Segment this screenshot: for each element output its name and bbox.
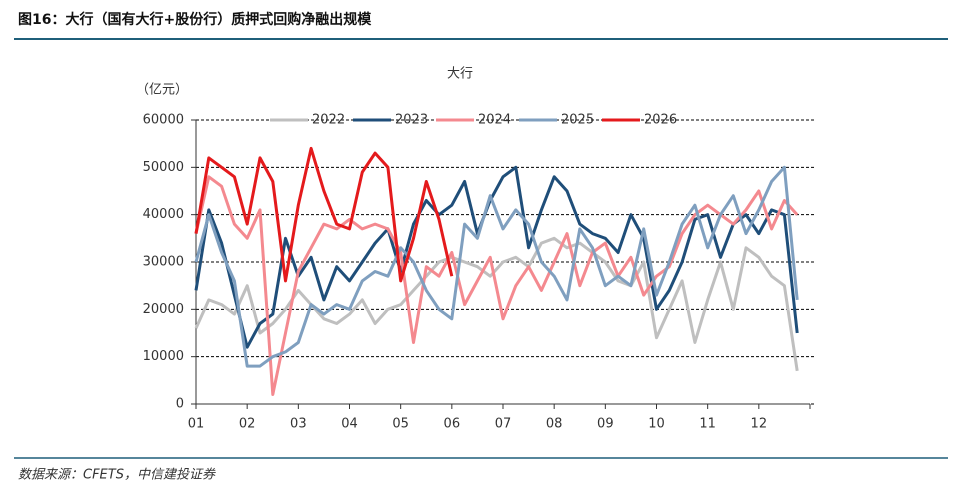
x-tick-label: 05 xyxy=(392,417,409,432)
legend-label: 2025 xyxy=(561,113,594,128)
x-tick-label: 06 xyxy=(444,417,461,432)
x-tick-label: 09 xyxy=(597,417,614,432)
y-tick-label: 0 xyxy=(176,397,184,412)
legend-label: 2024 xyxy=(478,113,511,128)
legend-label: 2023 xyxy=(395,113,428,128)
series-line xyxy=(194,146,454,283)
y-axis-label: （亿元） xyxy=(136,83,188,98)
series-line xyxy=(194,165,799,368)
y-tick-label: 60000 xyxy=(143,113,184,128)
series-line xyxy=(194,165,799,349)
x-tick-label: 01 xyxy=(188,417,205,432)
y-tick-label: 30000 xyxy=(143,255,184,270)
x-tick-label: 08 xyxy=(546,417,563,432)
legend-label: 2026 xyxy=(644,113,677,128)
y-tick-label: 10000 xyxy=(143,349,184,364)
x-tick-label: 12 xyxy=(751,417,768,432)
x-tick-label: 11 xyxy=(699,417,716,432)
series-line xyxy=(194,236,799,372)
page-title: 图16：大行（国有大行+股份行）质押式回购净融出规模 xyxy=(18,11,372,28)
x-tick-label: 02 xyxy=(239,417,256,432)
y-tick-label: 20000 xyxy=(143,302,184,317)
y-tick-label: 50000 xyxy=(143,160,184,175)
x-tick-label: 04 xyxy=(341,417,358,432)
source-note: 数据来源：CFETS，中信建投证券 xyxy=(18,468,216,483)
x-tick-label: 07 xyxy=(495,417,512,432)
x-tick-label: 03 xyxy=(290,417,307,432)
legend-label: 2022 xyxy=(312,113,345,128)
x-tick-label: 10 xyxy=(648,417,665,432)
chart-title: 大行 xyxy=(447,67,473,82)
y-tick-label: 40000 xyxy=(143,207,184,222)
